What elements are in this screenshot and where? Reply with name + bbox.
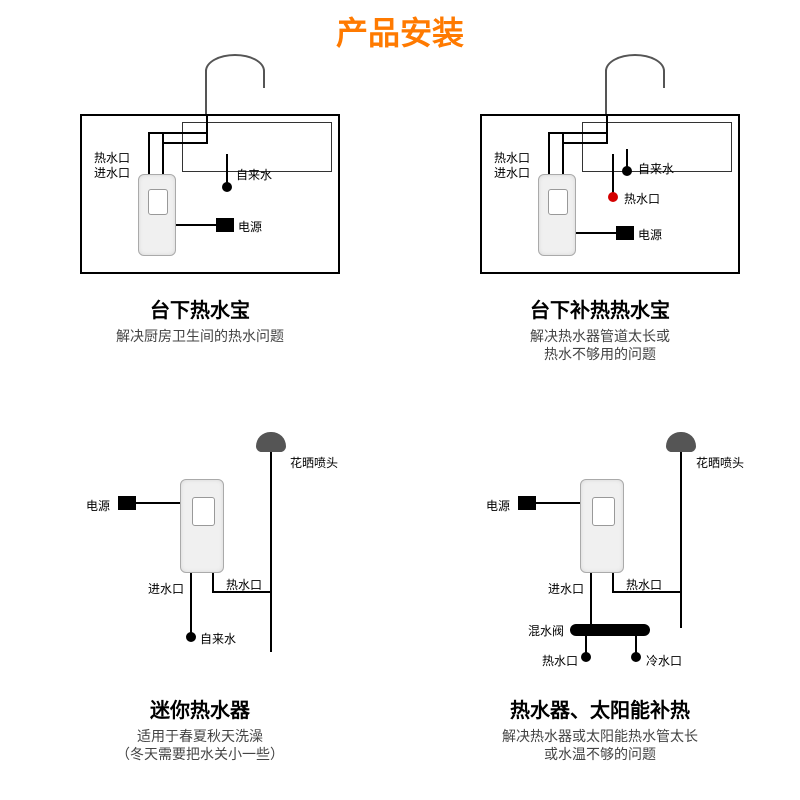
power-plug-icon — [118, 496, 136, 510]
panel-subtitle: 解决热水器管道太长或热水不够用的问题 — [400, 327, 800, 363]
tapwater-dot — [622, 166, 632, 176]
heater-icon — [180, 479, 224, 573]
faucet-stem — [605, 70, 607, 114]
hotwater-dot — [608, 192, 618, 202]
label-shower: 花晒喷头 — [290, 454, 338, 471]
diagram-grid: 热水口 进水口 自来水 电源 台下热水宝 解决厨房卫生间的热水问题 — [0, 54, 800, 794]
label-cold-in: 进水口 — [548, 580, 584, 597]
mix-valve-icon — [570, 624, 650, 636]
panel-title: 台下热水宝 — [0, 294, 400, 323]
heater-icon — [138, 174, 176, 256]
panel-subtitle: 适用于春夏秋天洗澡（冬天需要把水关小一些） — [0, 727, 400, 763]
label-power: 电源 — [638, 226, 662, 243]
power-plug-icon — [518, 496, 536, 510]
faucet-icon — [605, 54, 665, 88]
label-valve-cold: 冷水口 — [646, 652, 682, 669]
tapwater-dot — [222, 182, 232, 192]
panel-title: 迷你热水器 — [0, 694, 400, 723]
panel-subtitle: 解决热水器或太阳能热水管太长或水温不够的问题 — [400, 727, 800, 763]
label-tapwater: 自来水 — [236, 166, 272, 183]
panel-subtitle: 解决厨房卫生间的热水问题 — [0, 327, 400, 345]
label-tapwater: 自来水 — [200, 630, 236, 647]
label-shower: 花晒喷头 — [696, 454, 744, 471]
label-hot-supply: 热水口 — [624, 190, 660, 207]
faucet-stem — [205, 70, 207, 114]
label-hot-out: 热水口 — [626, 576, 662, 593]
heater-icon — [580, 479, 624, 573]
page-title: 产品安装 — [0, 0, 800, 54]
label-power: 电源 — [86, 497, 110, 514]
heater-icon — [538, 174, 576, 256]
label-power: 电源 — [238, 218, 262, 235]
valve-cold-dot — [631, 652, 641, 662]
power-plug-icon — [216, 218, 234, 232]
label-cold-in: 进水口 — [148, 580, 184, 597]
panel-shower-mini: 花晒喷头 电源 进水口 热水口 自来水 迷你热水器 适用于春夏秋天洗澡（冬天需要… — [0, 424, 400, 794]
panel-sink-boost: 热水口 进水口 自来水 热水口 电源 台下补热热水宝 解决热水器管道太长或热水不… — [400, 54, 800, 424]
faucet-icon — [205, 54, 265, 88]
valve-hot-dot — [581, 652, 591, 662]
power-plug-icon — [616, 226, 634, 240]
shower-head-icon — [666, 432, 696, 452]
panel-title: 热水器、太阳能补热 — [400, 694, 800, 723]
sink-inner — [182, 122, 332, 172]
label-cold-in: 进水口 — [94, 164, 130, 181]
panel-shower-solar: 花晒喷头 电源 进水口 热水口 混水阀 热水口 冷水口 热水器、太阳能补热 解决… — [400, 424, 800, 794]
shower-head-icon — [256, 432, 286, 452]
label-tapwater: 自来水 — [638, 160, 674, 177]
label-valve-hot: 热水口 — [542, 652, 578, 669]
label-cold-in: 进水口 — [494, 164, 530, 181]
label-hot-out: 热水口 — [226, 576, 262, 593]
label-mixvalve: 混水阀 — [528, 622, 564, 639]
panel-title: 台下补热热水宝 — [400, 294, 800, 323]
tapwater-dot — [186, 632, 196, 642]
sink-outline — [80, 114, 340, 274]
label-power: 电源 — [486, 497, 510, 514]
panel-sink-basic: 热水口 进水口 自来水 电源 台下热水宝 解决厨房卫生间的热水问题 — [0, 54, 400, 424]
